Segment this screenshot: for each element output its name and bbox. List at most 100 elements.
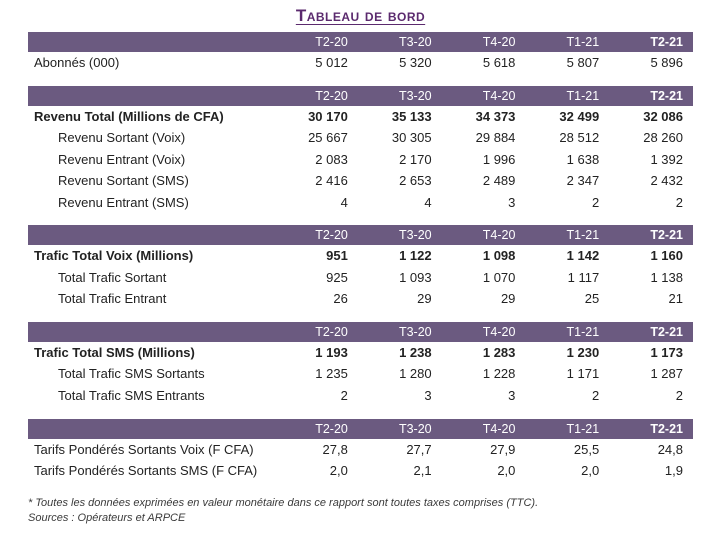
column-header: T4-20 bbox=[442, 86, 526, 106]
cell-value: 1 160 bbox=[609, 245, 693, 267]
cell-value: 21 bbox=[609, 288, 693, 310]
column-header: T1-21 bbox=[525, 225, 609, 245]
column-header: T2-21 bbox=[609, 419, 693, 439]
column-header-row: T2-20T3-20T4-20T1-21T2-21 bbox=[28, 32, 693, 52]
cell-value: 1 230 bbox=[525, 342, 609, 364]
row-label: Tarifs Pondérés Sortants SMS (F CFA) bbox=[28, 460, 274, 482]
cell-value: 1 173 bbox=[609, 342, 693, 364]
page-title: Tableau de bord bbox=[28, 6, 693, 26]
cell-value: 27,9 bbox=[442, 439, 526, 461]
cell-value: 1 122 bbox=[358, 245, 442, 267]
cell-value: 5 896 bbox=[609, 52, 693, 74]
column-header: T3-20 bbox=[358, 419, 442, 439]
cell-value: 1 171 bbox=[525, 363, 609, 385]
header-blank bbox=[28, 225, 274, 245]
cell-value: 1 280 bbox=[358, 363, 442, 385]
table-row: Total Trafic SMS Sortants1 2351 2801 228… bbox=[28, 363, 693, 385]
table-row: Abonnés (000)5 0125 3205 6185 8075 896 bbox=[28, 52, 693, 74]
table-row: Revenu Entrant (SMS)44322 bbox=[28, 192, 693, 214]
column-header: T2-20 bbox=[274, 419, 358, 439]
cell-value: 27,8 bbox=[274, 439, 358, 461]
cell-value: 1 093 bbox=[358, 267, 442, 289]
row-label: Revenu Sortant (SMS) bbox=[28, 170, 274, 192]
cell-value: 1 238 bbox=[358, 342, 442, 364]
spacer-row bbox=[28, 310, 693, 322]
cell-value: 2 083 bbox=[274, 149, 358, 171]
column-header: T2-20 bbox=[274, 32, 358, 52]
cell-value: 2,0 bbox=[442, 460, 526, 482]
column-header: T3-20 bbox=[358, 322, 442, 342]
column-header: T2-21 bbox=[609, 32, 693, 52]
row-label: Total Trafic SMS Sortants bbox=[28, 363, 274, 385]
table-row: Tarifs Pondérés Sortants SMS (F CFA)2,02… bbox=[28, 460, 693, 482]
cell-value: 5 320 bbox=[358, 52, 442, 74]
table-row: Trafic Total Voix (Millions)9511 1221 09… bbox=[28, 245, 693, 267]
cell-value: 5 807 bbox=[525, 52, 609, 74]
cell-value: 1 142 bbox=[525, 245, 609, 267]
dashboard-table: T2-20T3-20T4-20T1-21T2-21Abonnés (000)5 … bbox=[28, 32, 693, 482]
header-blank bbox=[28, 322, 274, 342]
column-header-row: T2-20T3-20T4-20T1-21T2-21 bbox=[28, 225, 693, 245]
cell-value: 1 070 bbox=[442, 267, 526, 289]
column-header: T2-20 bbox=[274, 322, 358, 342]
table-row: Total Trafic Sortant9251 0931 0701 1171 … bbox=[28, 267, 693, 289]
cell-value: 2,0 bbox=[274, 460, 358, 482]
cell-value: 25 bbox=[525, 288, 609, 310]
row-label: Total Trafic Entrant bbox=[28, 288, 274, 310]
column-header: T3-20 bbox=[358, 225, 442, 245]
cell-value: 32 499 bbox=[525, 106, 609, 128]
footnote-1: * Toutes les données exprimées en valeur… bbox=[28, 496, 693, 511]
cell-value: 1 117 bbox=[525, 267, 609, 289]
cell-value: 4 bbox=[274, 192, 358, 214]
column-header: T3-20 bbox=[358, 86, 442, 106]
cell-value: 1 638 bbox=[525, 149, 609, 171]
column-header: T2-21 bbox=[609, 225, 693, 245]
cell-value: 5 012 bbox=[274, 52, 358, 74]
cell-value: 25,5 bbox=[525, 439, 609, 461]
column-header: T1-21 bbox=[525, 86, 609, 106]
cell-value: 29 bbox=[442, 288, 526, 310]
column-header-row: T2-20T3-20T4-20T1-21T2-21 bbox=[28, 322, 693, 342]
table-row: Total Trafic SMS Entrants23322 bbox=[28, 385, 693, 407]
cell-value: 951 bbox=[274, 245, 358, 267]
row-label: Total Trafic Sortant bbox=[28, 267, 274, 289]
row-label: Revenu Entrant (Voix) bbox=[28, 149, 274, 171]
column-header: T2-21 bbox=[609, 86, 693, 106]
table-row: Trafic Total SMS (Millions)1 1931 2381 2… bbox=[28, 342, 693, 364]
header-blank bbox=[28, 32, 274, 52]
spacer-row bbox=[28, 213, 693, 225]
cell-value: 1 287 bbox=[609, 363, 693, 385]
table-row: Tarifs Pondérés Sortants Voix (F CFA)27,… bbox=[28, 439, 693, 461]
column-header: T2-20 bbox=[274, 225, 358, 245]
column-header: T2-20 bbox=[274, 86, 358, 106]
column-header: T2-21 bbox=[609, 322, 693, 342]
cell-value: 1,9 bbox=[609, 460, 693, 482]
cell-value: 3 bbox=[442, 192, 526, 214]
cell-value: 34 373 bbox=[442, 106, 526, 128]
cell-value: 2 432 bbox=[609, 170, 693, 192]
cell-value: 2,0 bbox=[525, 460, 609, 482]
column-header: T4-20 bbox=[442, 322, 526, 342]
spacer-row bbox=[28, 74, 693, 86]
cell-value: 2 bbox=[609, 385, 693, 407]
table-row: Revenu Sortant (SMS)2 4162 6532 4892 347… bbox=[28, 170, 693, 192]
cell-value: 27,7 bbox=[358, 439, 442, 461]
header-blank bbox=[28, 86, 274, 106]
cell-value: 2 bbox=[525, 192, 609, 214]
cell-value: 2 416 bbox=[274, 170, 358, 192]
cell-value: 2 347 bbox=[525, 170, 609, 192]
cell-value: 4 bbox=[358, 192, 442, 214]
row-label: Trafic Total Voix (Millions) bbox=[28, 245, 274, 267]
cell-value: 2 bbox=[274, 385, 358, 407]
row-label: Revenu Sortant (Voix) bbox=[28, 127, 274, 149]
cell-value: 30 305 bbox=[358, 127, 442, 149]
column-header: T3-20 bbox=[358, 32, 442, 52]
column-header-row: T2-20T3-20T4-20T1-21T2-21 bbox=[28, 86, 693, 106]
column-header: T1-21 bbox=[525, 419, 609, 439]
cell-value: 2 170 bbox=[358, 149, 442, 171]
cell-value: 2,1 bbox=[358, 460, 442, 482]
column-header: T1-21 bbox=[525, 322, 609, 342]
cell-value: 1 138 bbox=[609, 267, 693, 289]
column-header-row: T2-20T3-20T4-20T1-21T2-21 bbox=[28, 419, 693, 439]
table-row: Revenu Total (Millions de CFA)30 17035 1… bbox=[28, 106, 693, 128]
